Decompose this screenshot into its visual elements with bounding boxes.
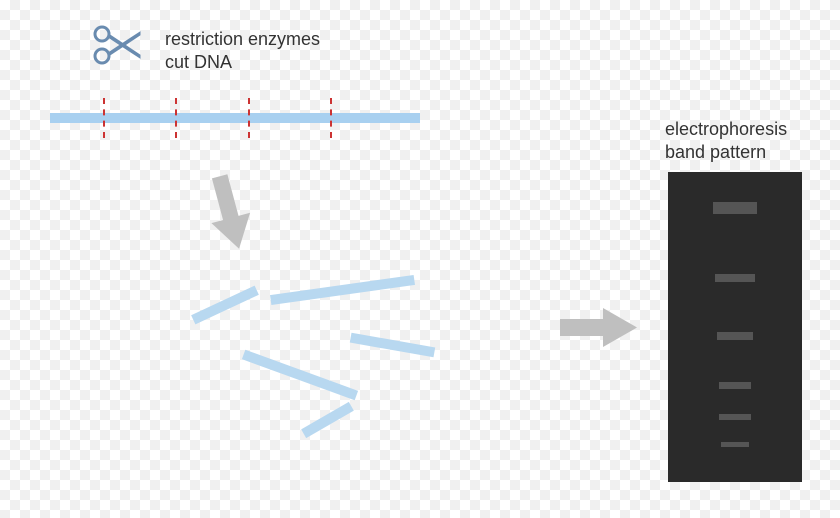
scissors-icon (90, 20, 150, 80)
gel-band (717, 332, 753, 340)
cut-mark (248, 98, 250, 138)
gel-band (721, 442, 749, 447)
gel-band (719, 382, 751, 389)
dna-fragment (270, 275, 415, 305)
enzyme-label: restriction enzymes cut DNA (165, 28, 320, 75)
electro-label-line2: band pattern (665, 142, 766, 162)
electro-label-line1: electrophoresis (665, 119, 787, 139)
gel-band (719, 414, 751, 420)
cut-mark (175, 98, 177, 138)
enzyme-label-line2: cut DNA (165, 52, 232, 72)
gel-band (713, 202, 757, 214)
cut-mark (103, 98, 105, 138)
arrow-down-icon (200, 170, 260, 265)
dna-fragment (350, 333, 435, 358)
dna-strand (50, 113, 420, 123)
dna-fragment (301, 402, 354, 438)
arrow-right-icon (555, 300, 645, 360)
gel-lane (668, 172, 802, 482)
gel-band (715, 274, 755, 282)
electrophoresis-label: electrophoresis band pattern (665, 118, 787, 165)
enzyme-label-line1: restriction enzymes (165, 29, 320, 49)
dna-fragment (191, 286, 259, 325)
cut-mark (330, 98, 332, 138)
dna-fragment (242, 350, 358, 400)
